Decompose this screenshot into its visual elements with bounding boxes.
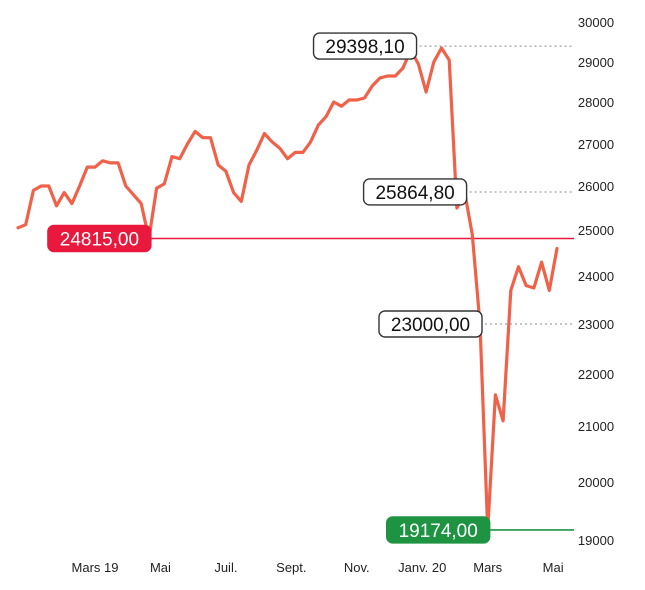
x-tick-label: Janv. 20 <box>398 560 446 575</box>
y-tick-label: 30000 <box>578 15 614 30</box>
value-callout-box <box>386 516 491 544</box>
value-callout-box <box>362 178 468 206</box>
y-tick-label: 20000 <box>578 475 614 490</box>
x-tick-label: Juil. <box>214 560 237 575</box>
y-tick-label: 25000 <box>578 223 614 238</box>
value-callout-label: 24815,00 <box>60 230 139 251</box>
y-tick-label: 24000 <box>578 269 614 284</box>
value-callout-box <box>47 224 152 253</box>
x-tick-label: Mars 19 <box>72 560 119 575</box>
x-tick-label: Nov. <box>344 560 370 575</box>
y-tick-label: 19000 <box>578 533 614 548</box>
value-callout-label: 19174,00 <box>399 521 478 542</box>
y-tick-label: 21000 <box>578 419 614 434</box>
value-callout-label: 29398,10 <box>325 37 404 58</box>
y-tick-label: 27000 <box>578 137 614 152</box>
y-tick-label: 28000 <box>578 95 614 110</box>
value-callout-box <box>378 310 483 338</box>
value-callout-label: 25864,80 <box>375 183 454 204</box>
x-tick-label: Mars <box>473 560 502 575</box>
y-tick-label: 26000 <box>578 179 614 194</box>
y-tick-label: 23000 <box>578 317 614 332</box>
x-tick-label: Mai <box>150 560 171 575</box>
series-line <box>16 46 559 532</box>
x-tick-label: Mai <box>543 560 564 575</box>
y-tick-label: 29000 <box>578 55 614 70</box>
value-callout-box <box>312 32 418 60</box>
y-tick-label: 22000 <box>578 367 614 382</box>
value-callout-label: 23000,00 <box>391 315 470 336</box>
x-tick-label: Sept. <box>276 560 306 575</box>
